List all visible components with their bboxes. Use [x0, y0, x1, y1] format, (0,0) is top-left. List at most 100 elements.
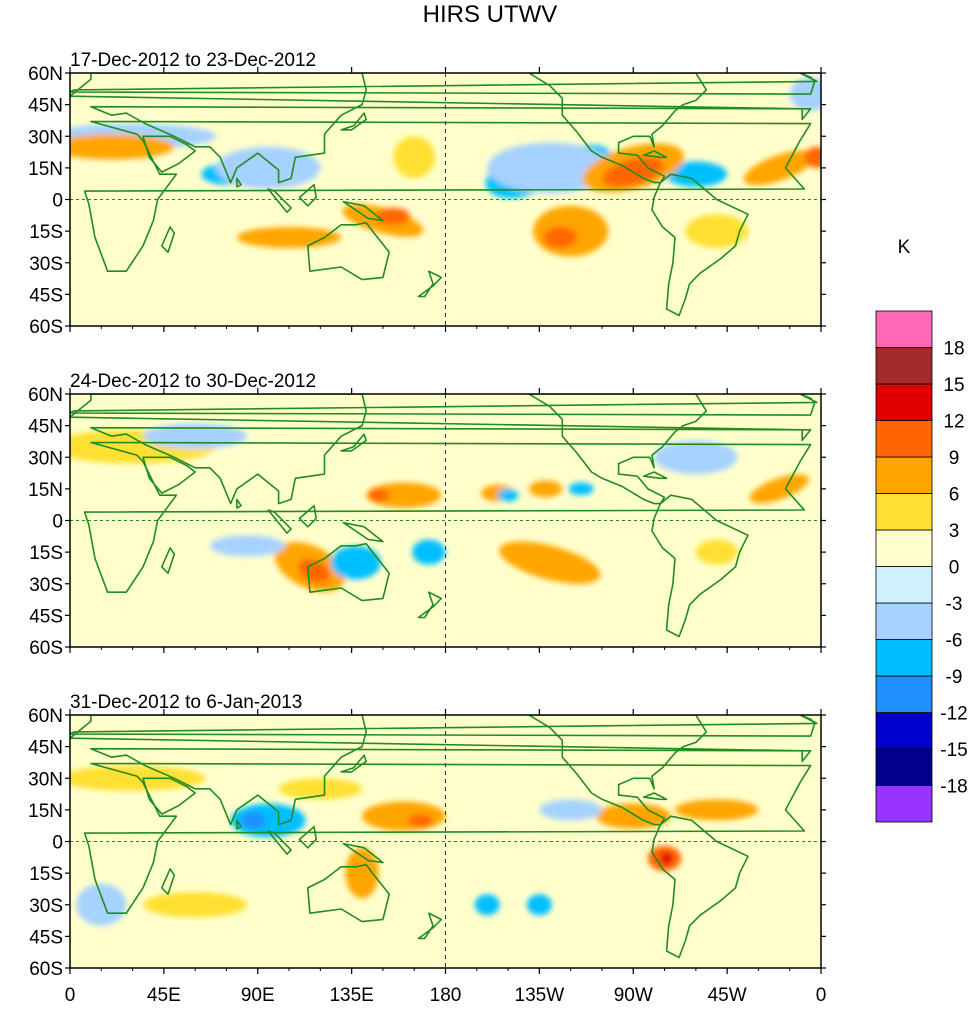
anomaly-contour: [543, 226, 577, 248]
colorbar-level-label: -3: [946, 594, 963, 615]
colorbar-swatch: [875, 383, 933, 421]
coastline: [142, 456, 196, 494]
y-tick-label: 30N: [28, 448, 63, 469]
colorbar-level-label: -9: [946, 667, 963, 688]
colorbar-swatch: [875, 420, 933, 458]
coastline: [70, 394, 812, 505]
anomaly-contour: [526, 894, 552, 916]
coastline: [236, 498, 242, 509]
y-tick-label: 15S: [29, 222, 63, 243]
colorbar-level-label: 9: [949, 448, 960, 469]
coastline: [307, 221, 390, 281]
y-tick-label: 15N: [28, 159, 63, 180]
coastline: [83, 762, 812, 914]
anomaly-contour: [366, 482, 442, 508]
y-tick-label: 45N: [28, 417, 63, 438]
anomaly-contour: [76, 883, 127, 926]
coastline: [417, 912, 443, 940]
colorbar-level-label: 12: [943, 412, 964, 433]
x-tick-label: 135E: [329, 985, 373, 1006]
colorbar-level-label: 18: [943, 339, 964, 360]
anomaly-contour: [362, 801, 446, 831]
x-tick-label: 90W: [614, 985, 653, 1006]
y-tick-label: 30N: [28, 127, 63, 148]
anomaly-field: [70, 765, 759, 926]
coastline: [651, 173, 749, 317]
panel-subtitle: 31-Dec-2012 to 6-Jan-2013: [70, 692, 302, 713]
y-tick-label: 0: [52, 191, 63, 212]
coastline: [528, 394, 708, 505]
anomaly-contour: [70, 134, 175, 160]
coastline: [161, 547, 176, 574]
colorbar-unit-label: K: [898, 237, 911, 258]
coastline: [298, 183, 317, 207]
y-tick-label: 60S: [29, 317, 63, 338]
coastline: [70, 715, 812, 826]
colorbar-swatch: [875, 529, 933, 567]
y-tick-label: 45S: [29, 927, 63, 948]
anomaly-contour: [278, 778, 363, 800]
anomaly-contour: [298, 559, 330, 583]
coastline: [161, 226, 176, 253]
coastline: [267, 509, 292, 534]
coastline: [642, 792, 668, 801]
anomaly-contour: [804, 146, 821, 168]
colorbar-swatch: [875, 712, 933, 750]
anomaly-contour: [209, 535, 285, 557]
anomaly-contour: [497, 488, 519, 502]
coastline: [70, 394, 818, 416]
coastlines: [70, 73, 818, 317]
anomaly-contour: [230, 803, 306, 838]
x-tick-label: 0: [65, 985, 76, 1006]
colorbar-swatch: [875, 347, 933, 385]
coastline: [142, 135, 196, 173]
y-tick-label: 45N: [28, 738, 63, 759]
anomaly-contour: [685, 214, 748, 248]
coastline: [342, 842, 384, 864]
y-tick-label: 15S: [29, 543, 63, 564]
coastline: [83, 441, 812, 593]
y-tick-label: 30S: [29, 254, 63, 275]
x-tick-label: 45W: [708, 985, 747, 1006]
coastline: [70, 73, 812, 184]
y-tick-label: 60S: [29, 638, 63, 659]
y-tick-label: 45S: [29, 285, 63, 306]
map-panel-3: 31-Dec-2012 to 6-Jan-2013 60N 45N 30N 15N 0 15…: [28, 692, 826, 1006]
anomaly-contour: [749, 474, 809, 504]
coastline: [342, 521, 384, 543]
coastline: [70, 715, 818, 737]
coastline: [267, 830, 292, 855]
coastline: [236, 819, 242, 830]
x-tick-label: 0: [816, 985, 827, 1006]
anomaly-contour: [393, 136, 436, 179]
colorbar-swatch: [875, 310, 933, 348]
anomaly-contour: [487, 142, 613, 194]
anomaly-field: [70, 423, 809, 592]
anomaly-contour: [330, 545, 381, 580]
y-tick-label: 45S: [29, 606, 63, 627]
coastline: [642, 471, 668, 480]
x-tick-label: 90E: [241, 985, 275, 1006]
colorbar-swatch: [875, 566, 933, 604]
anomaly-contour: [70, 765, 206, 791]
coastline: [307, 542, 390, 602]
anomaly-contour: [660, 852, 673, 865]
coastline: [417, 270, 443, 298]
colorbar-level-label: -18: [940, 777, 967, 798]
coastline: [236, 177, 242, 188]
colorbar-swatch: [875, 456, 933, 494]
coastline: [161, 868, 176, 895]
colorbar: K -18 -15 -12 -9 -6 -3 0 3 6 9 12 15 18: [875, 237, 968, 823]
x-tick-label: 135W: [515, 985, 565, 1006]
colorbar-level-label: -6: [946, 631, 963, 652]
y-tick-label: 15N: [28, 801, 63, 822]
colorbar-swatch: [875, 785, 933, 823]
colorbar-level-label: -12: [940, 704, 967, 725]
y-tick-label: 30S: [29, 896, 63, 917]
x-tick-label: 45E: [147, 985, 181, 1006]
coastline: [267, 188, 292, 213]
y-tick-label: 60N: [28, 64, 63, 85]
anomaly-contour: [143, 892, 248, 918]
panels-layer: 17-Dec-2012 to 23-Dec-2012 60N 45N 30N 15N 0 1…: [28, 50, 826, 1006]
